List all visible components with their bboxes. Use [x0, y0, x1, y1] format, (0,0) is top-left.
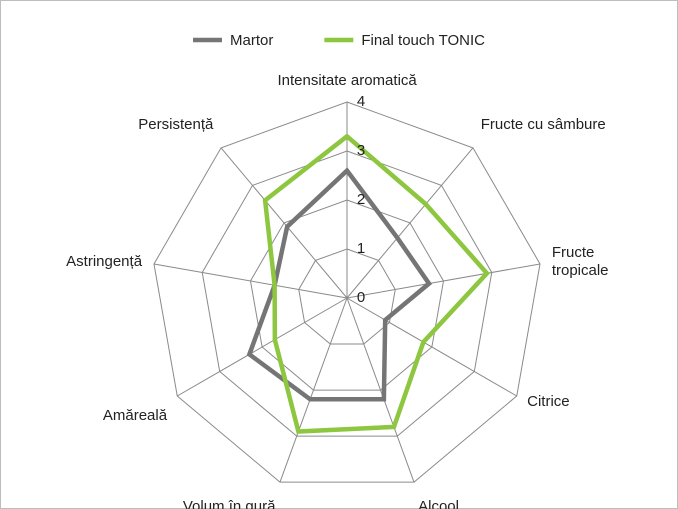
tick-label: 1 [357, 240, 365, 257]
axis-spoke [346, 263, 541, 299]
tick-label: 3 [357, 142, 365, 159]
category-label: Persistență [138, 115, 214, 133]
tick-label: 4 [357, 93, 365, 110]
series-line [246, 167, 433, 402]
axis-spoke [279, 297, 348, 483]
grid-ring [249, 199, 445, 391]
axis-spoke [346, 147, 474, 299]
axis-spoke [220, 147, 348, 299]
grid-ring [153, 101, 541, 483]
axis-spoke [346, 297, 517, 397]
tick-label: 0 [357, 289, 365, 306]
category-label: Fructe cu sâmbure [480, 115, 606, 133]
category-label: Volum în gură [182, 498, 276, 509]
grid-ring [298, 248, 396, 345]
grid-ring [201, 150, 493, 437]
legend-label: Final touch TONIC [361, 32, 485, 49]
category-label: Alcool [418, 498, 459, 509]
category-label: Astringență [66, 252, 143, 270]
legend-label: Martor [230, 32, 273, 49]
category-label: Citrice [527, 393, 570, 410]
axis-spoke [346, 297, 415, 483]
axis-spoke [153, 263, 348, 299]
series-line [262, 133, 490, 434]
category-label: Fructe tropicale [551, 243, 609, 279]
category-label: Intensitate aromatică [277, 72, 417, 89]
tick-label: 2 [357, 191, 365, 208]
axis-spoke [177, 297, 348, 397]
category-label: Amăreală [102, 407, 168, 424]
